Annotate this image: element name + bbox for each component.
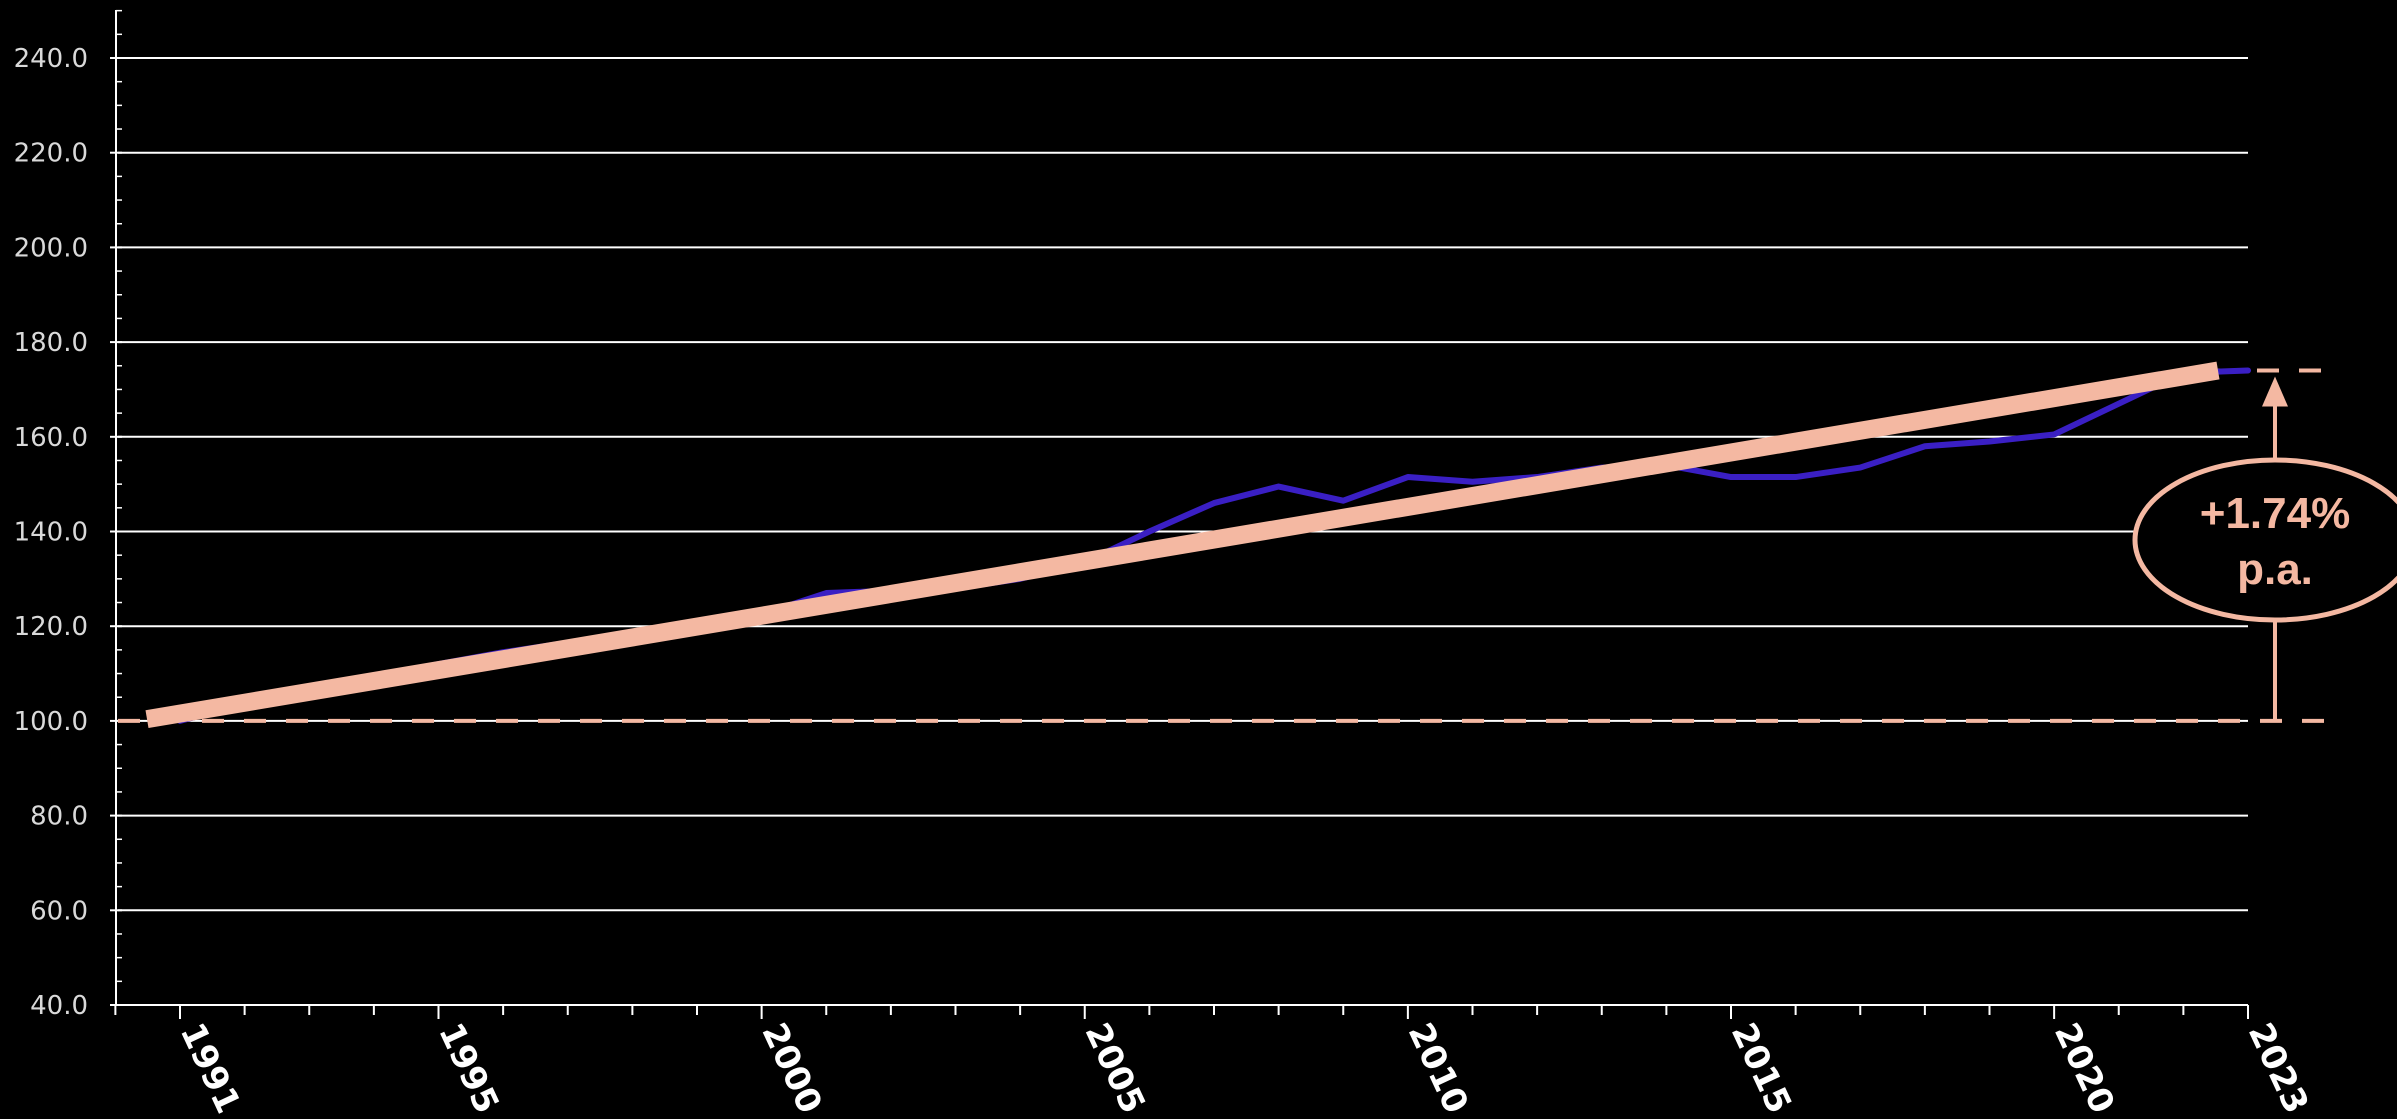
x-tick-label-2023: 2023 [2240, 1017, 2316, 1119]
y-tick-label-220: 220.0 [14, 139, 88, 169]
y-tick-label-120: 120.0 [14, 612, 88, 642]
x-tick-label-1995: 1995 [430, 1017, 506, 1119]
series-lines [145, 361, 2251, 729]
x-tick-label-2020: 2020 [2046, 1017, 2122, 1119]
growth-ellipse [2132, 457, 2397, 623]
y-tick-label-160: 160.0 [14, 423, 88, 453]
x-tick-label-2015: 2015 [1723, 1017, 1799, 1119]
y-tick-label-240: 240.0 [14, 44, 88, 74]
y-tick-label-80: 80.0 [30, 802, 88, 832]
y-tick-label-200: 200.0 [14, 233, 88, 263]
growth-arrow-head [2262, 376, 2288, 407]
growth-annotation: +1.74% p.a. [2132, 376, 2397, 721]
axes [110, 9, 2249, 1019]
y-tick-label-60: 60.0 [30, 896, 88, 926]
tick-labels: 40.0 60.0 80.0 100.0 120.0 140.0 160.0 180.0 200… [14, 44, 2317, 1119]
x-tick-label-1991: 1991 [172, 1017, 248, 1119]
growth-rate-label: +1.74% [2200, 489, 2350, 538]
x-tick-label-2010: 2010 [1400, 1017, 1476, 1119]
y-tick-label-180: 180.0 [14, 328, 88, 358]
y-tick-label-100: 100.0 [14, 707, 88, 737]
y-tick-label-140: 140.0 [14, 518, 88, 548]
y-tick-label-40: 40.0 [30, 991, 88, 1021]
gridlines [118, 57, 2248, 912]
x-tick-label-2000: 2000 [753, 1017, 829, 1119]
trend-line [145, 361, 2220, 729]
x-tick-label-2005: 2005 [1077, 1017, 1153, 1119]
growth-rate-unit-label: p.a. [2237, 545, 2313, 594]
